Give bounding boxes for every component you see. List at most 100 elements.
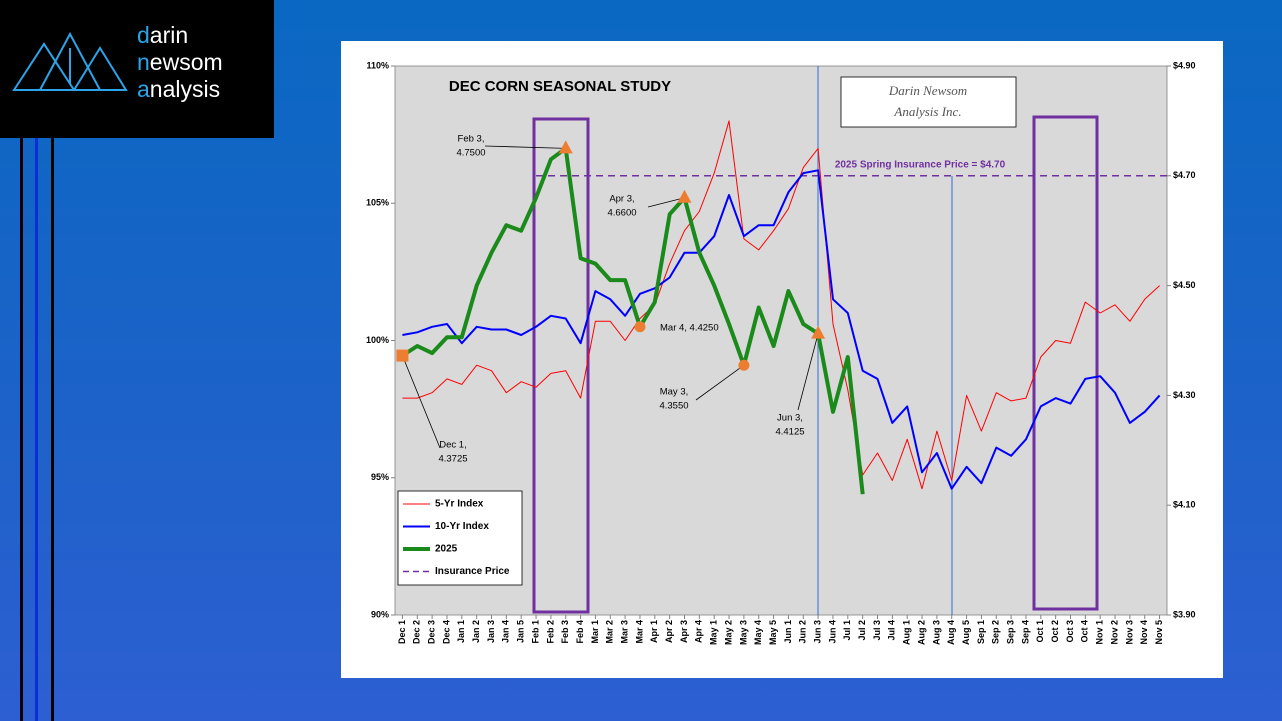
callout-line (695, 364, 745, 401)
callout-line (647, 197, 685, 208)
x-tick-label: Nov 2 (1109, 620, 1119, 645)
x-tick-label: Feb 1 (530, 620, 540, 644)
series-line (402, 120, 1160, 490)
x-tick-label: Dec 2 (412, 620, 422, 644)
annotation: May 3, (660, 387, 689, 398)
annotation: Apr 3, (609, 194, 634, 205)
x-tick-label: Jan 5 (516, 620, 526, 643)
logo-text: darin newsom analysis (137, 22, 223, 103)
logo-word: darin (137, 22, 189, 48)
callout-line (797, 333, 819, 411)
x-tick-label: Oct 4 (1080, 620, 1090, 643)
x-tick-label: Dec 4 (441, 620, 451, 644)
highlight-box (532, 117, 590, 614)
y2-tick-label: $4.70 (1173, 170, 1196, 180)
x-tick-label: Aug 2 (916, 620, 926, 645)
x-tick-label: Mar 4 (634, 620, 644, 644)
highlight-box (1032, 115, 1099, 611)
x-tick-label: Apr 4 (694, 620, 704, 643)
y2-tick-label: $4.30 (1173, 390, 1196, 400)
x-tick-label: Jan 4 (501, 620, 511, 643)
y-tick-label: 90% (371, 609, 389, 619)
legend-box (397, 490, 523, 586)
series-line (402, 169, 1161, 490)
watermark-box (840, 76, 1017, 128)
logo-icon (12, 31, 128, 91)
series-line (401, 146, 865, 495)
x-tick-label: Dec 3 (426, 620, 436, 644)
x-tick-label: Apr 3 (679, 620, 689, 643)
legend-label: 10-Yr Index (435, 521, 489, 532)
y-tick-label: 100% (366, 335, 389, 345)
legend-label: Insurance Price (435, 566, 510, 577)
y2-tick-label: $3.90 (1173, 609, 1196, 619)
logo-word: analysis (137, 76, 221, 102)
x-tick-label: Mar 2 (605, 620, 615, 644)
y2-tick-label: $4.10 (1173, 500, 1196, 510)
legend-label: 2025 (435, 544, 458, 555)
data-marker (558, 140, 573, 154)
x-tick-label: Jun 2 (798, 620, 808, 644)
x-tick-label: May 2 (723, 620, 733, 645)
data-marker (738, 359, 750, 371)
y-tick-label: 95% (371, 472, 389, 482)
x-tick-label: Jul 3 (872, 620, 882, 641)
annotation: Mar 4, 4.4250 (660, 323, 719, 334)
logo: darin newsom analysis (0, 0, 274, 138)
x-tick-label: Jul 1 (842, 620, 852, 641)
annotation: 4.4125 (775, 427, 804, 438)
logo-word: newsom (137, 49, 223, 75)
callout-line (402, 355, 441, 449)
x-tick-label: Jul 2 (857, 620, 867, 641)
y-tick-label: 105% (366, 198, 389, 208)
x-tick-label: May 4 (753, 620, 763, 645)
chart: Darin Newsom Analysis Inc. DEC CORN SEAS… (366, 60, 1196, 645)
x-tick-label: May 5 (768, 620, 778, 645)
annotation: Jun 3, (777, 413, 803, 424)
x-tick-label: Feb 3 (560, 620, 570, 644)
chart-panel: Darin Newsom Analysis Inc. DEC CORN SEAS… (341, 41, 1223, 678)
x-tick-label: Oct 3 (1065, 620, 1075, 643)
x-tick-label: May 1 (709, 620, 719, 645)
x-tick-label: Nov 5 (1154, 620, 1164, 645)
y2-tick-label: $4.90 (1173, 60, 1196, 70)
y2-tick-label: $4.50 (1173, 280, 1196, 290)
x-tick-label: Jun 1 (783, 620, 793, 644)
stripe (20, 138, 23, 721)
x-tick-label: Mar 1 (590, 620, 600, 644)
x-tick-label: Aug 4 (946, 620, 956, 645)
x-tick-label: May 3 (738, 620, 748, 645)
watermark: Analysis Inc. (893, 104, 961, 119)
callout-line (484, 145, 566, 149)
x-tick-label: Jan 2 (471, 620, 481, 643)
x-tick-label: Dec 1 (397, 620, 407, 644)
x-tick-label: Jul 4 (887, 620, 897, 641)
annotation: Feb 3, (458, 134, 485, 145)
annotation: Dec 1, (439, 440, 466, 451)
data-marker (634, 321, 646, 333)
plot-area (394, 65, 1168, 616)
x-tick-label: Mar 3 (619, 620, 629, 644)
x-tick-label: Aug 5 (961, 620, 971, 645)
annotation: 4.3550 (659, 401, 688, 412)
x-tick-label: Feb 2 (545, 620, 555, 644)
x-tick-label: Jan 1 (456, 620, 466, 643)
data-marker (396, 349, 409, 362)
x-tick-label: Sep 4 (1020, 620, 1030, 644)
x-tick-label: Jun 4 (827, 620, 837, 644)
data-marker (677, 189, 692, 203)
x-tick-label: Oct 2 (1050, 620, 1060, 643)
x-tick-label: Aug 3 (931, 620, 941, 645)
x-tick-label: Nov 3 (1124, 620, 1134, 645)
chart-title: DEC CORN SEASONAL STUDY (449, 78, 671, 95)
legend-label: 5-Yr Index (435, 499, 484, 510)
legend: 5-Yr Index 10-Yr Index 2025 Insurance Price (397, 490, 523, 586)
x-tick-label: Sep 2 (991, 620, 1001, 644)
stripe (35, 138, 38, 721)
annotation: 4.6600 (607, 208, 636, 219)
x-tick-label: Apr 2 (664, 620, 674, 643)
x-tick-label: Sep 1 (976, 620, 986, 644)
reference-label: 2025 Spring Insurance Price = $4.70 (835, 159, 1006, 170)
x-tick-label: Nov 1 (1095, 620, 1105, 645)
